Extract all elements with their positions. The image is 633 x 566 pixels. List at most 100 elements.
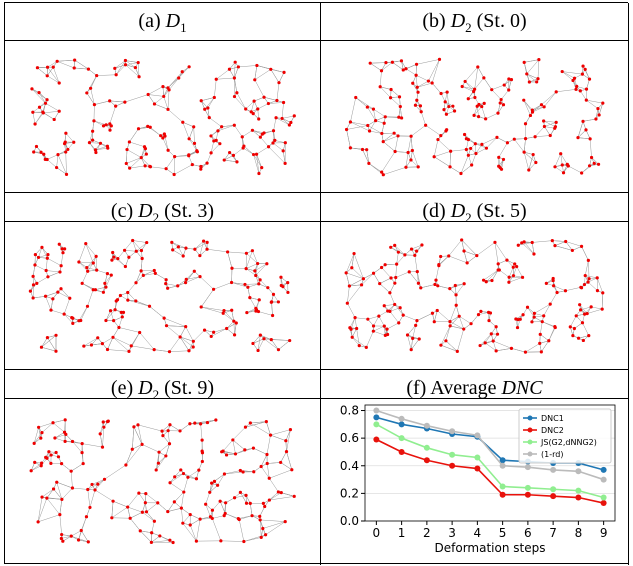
node [220,125,223,128]
node [206,241,209,244]
edges [31,420,294,543]
node [56,153,59,156]
node [103,478,106,481]
edge [224,471,240,474]
node [380,266,383,269]
node [112,256,115,259]
edge [75,60,89,69]
node [182,490,185,493]
node [260,536,263,539]
node [234,452,237,455]
node [531,241,534,244]
node [442,108,445,111]
edge [400,107,401,118]
node [485,147,488,150]
node [555,291,558,294]
node [44,158,47,161]
node [495,349,498,352]
node [554,326,557,329]
edge [421,112,425,125]
node [153,102,156,105]
node [64,418,67,421]
edge [496,348,511,351]
edge [271,435,286,441]
edge [409,272,418,283]
marker [601,467,607,473]
edge [132,427,134,449]
edge [274,118,277,131]
edges [32,60,294,174]
node [513,262,516,265]
edge [550,292,557,304]
node [179,335,182,338]
node [103,282,106,285]
node [490,279,493,282]
node [71,322,74,325]
edge [181,508,190,514]
edge [148,95,164,97]
edge [190,515,200,520]
edge [206,492,210,504]
node [575,85,578,88]
edge [47,258,61,266]
node [490,88,493,91]
node [282,101,285,104]
edge [128,300,150,306]
edge [224,472,243,474]
node [225,453,228,456]
edge [211,144,220,153]
node [585,88,588,91]
edge [373,331,385,335]
node [112,319,115,322]
node [101,342,104,345]
node [54,334,57,337]
node [571,249,574,252]
legend-box [519,409,611,463]
node [119,294,122,297]
node [115,73,118,76]
node [553,127,556,130]
node [245,267,248,270]
edge [580,91,586,100]
node [58,270,61,273]
marker [373,437,379,443]
panel-sub: 1 [180,20,187,35]
node [525,72,528,75]
node [137,492,140,495]
edge [417,83,432,87]
node [473,96,476,99]
node [252,470,255,473]
node [104,319,107,322]
node [437,263,440,266]
edge [223,313,234,321]
node [456,350,459,353]
node [77,260,80,263]
node [493,241,496,244]
node [420,243,423,246]
node [473,88,476,91]
edge [254,97,264,101]
edge [382,152,395,173]
node [411,149,414,152]
panel-sub: 2 [465,20,472,35]
node [470,163,473,166]
edge [471,315,478,324]
edge [582,163,595,173]
node [415,250,418,253]
edge [535,127,544,137]
legend-label: DNC2 [541,426,564,435]
edge [462,240,464,251]
node [209,151,212,154]
node [170,241,173,244]
edge [434,140,438,157]
node [496,333,499,336]
edge [35,265,46,271]
node [53,118,56,121]
node [288,339,291,342]
node [389,88,392,91]
node [45,98,48,101]
edge [273,143,283,151]
node [284,520,287,523]
node [540,103,543,106]
edge [385,264,397,265]
